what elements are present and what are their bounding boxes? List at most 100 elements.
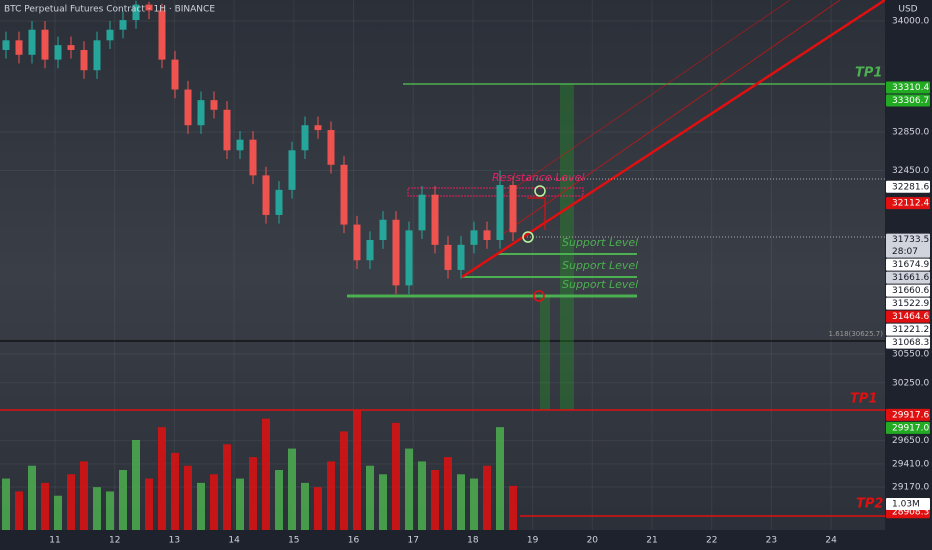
volume-bar [327,461,335,530]
marker [533,290,545,302]
channel-line [496,0,841,239]
candle-body [171,59,179,90]
volume-bar [340,431,348,530]
x-tick-label: 17 [407,536,418,546]
candle-body [496,185,504,241]
tp2-label: TP2 [856,497,883,512]
candle-body [366,240,374,261]
price-tag [886,408,930,421]
volume-bar [197,482,205,530]
candle-body [15,40,23,55]
candle-body [262,175,270,215]
candle-body [80,49,88,71]
price-tag [886,94,930,107]
candle-body [67,45,75,50]
y-tick-label: 29410.0 [892,459,929,469]
x-tick-label: 19 [527,536,539,546]
path-line [527,197,546,230]
x-tick-label: 14 [228,536,240,546]
x-tick-label: 23 [766,536,777,546]
volume-bar [41,482,49,530]
y-tick-label: 29650.0 [892,436,929,446]
volumes [2,410,517,530]
y-tick-label: 32450.0 [892,166,929,176]
volume-bar [431,470,439,530]
price-tag [886,421,930,434]
resistance-zone [407,187,584,197]
volume-bar [132,440,140,530]
candle-body [288,150,296,190]
volume-bar [392,422,400,530]
y-tick-label: 30550.0 [892,349,929,359]
candle-body [418,194,426,231]
x-tick-label: 15 [288,536,299,546]
price-tag-label: 28908.3 [892,508,929,518]
candle-body [353,224,361,261]
price-tag [886,284,930,297]
candle-body [379,219,387,241]
candle-body [28,29,36,55]
price-tag-label: 31674.9 [892,260,929,270]
y-tick-label: 34000.0 [892,17,929,27]
candle-body [301,125,309,151]
volume-bar [15,491,23,530]
volume-bar [418,461,426,530]
time-axis-bg [0,530,932,550]
volume-bar [184,465,192,530]
price-tag [886,258,930,271]
price-tag [886,336,930,349]
volume-bar [28,465,36,530]
tp1-label: TP1 [855,66,882,81]
marker [522,231,534,243]
candle-body [197,100,205,126]
x-tick-label: 11 [49,536,60,546]
candle-body [509,185,517,233]
candle-body [444,244,452,270]
target-band [540,296,550,410]
price-tag-label: 32281.6 [892,182,929,192]
price-tag-label: 29917.0 [892,423,929,433]
price-tag-label: 31068.3 [892,338,929,348]
volume-bar [80,461,88,530]
candle-body [470,230,478,245]
candle-body [2,40,10,50]
price-tag [886,323,930,336]
volume-bar [67,474,75,530]
volume-bar [210,474,218,530]
volume-bar [301,482,309,530]
volume-bar [119,470,127,530]
candle-body [210,100,218,110]
price-tag-label: 31522.9 [892,299,929,309]
support-label: Support Level [562,278,638,291]
price-tag-label: 29917.6 [892,410,929,420]
candle-body [236,139,244,151]
volume-bar [262,418,270,530]
candle-body [275,189,283,215]
volume-tag [886,498,930,510]
x-tick-label: 20 [587,536,599,546]
support-label: Support Level [562,259,638,272]
volume-bar [93,487,101,530]
volume-bar [275,470,283,530]
volume-bar [353,410,361,530]
candle-body [184,89,192,126]
candles [2,0,517,295]
candle-body [431,194,439,245]
volume-tag-label: 1.03M [892,500,920,510]
price-tag [886,310,930,323]
symbol-title: BTC Perpetual Futures Contract · 1H · BI… [4,5,215,15]
volume-bar [379,474,387,530]
x-tick-label: 13 [169,536,180,546]
volume-bar [405,448,413,530]
x-tick-label: 18 [467,536,479,546]
price-tag-label: 33310.4 [892,83,929,93]
volume-bar [145,478,153,530]
tp1-label: TP1 [850,392,877,407]
currency: USD [898,5,917,15]
y-tick-label: 30250.0 [892,378,929,388]
channel-line [496,0,791,201]
volume-bar [509,485,517,530]
candle-body [93,40,101,71]
price-tag-label: 31221.2 [892,325,929,335]
